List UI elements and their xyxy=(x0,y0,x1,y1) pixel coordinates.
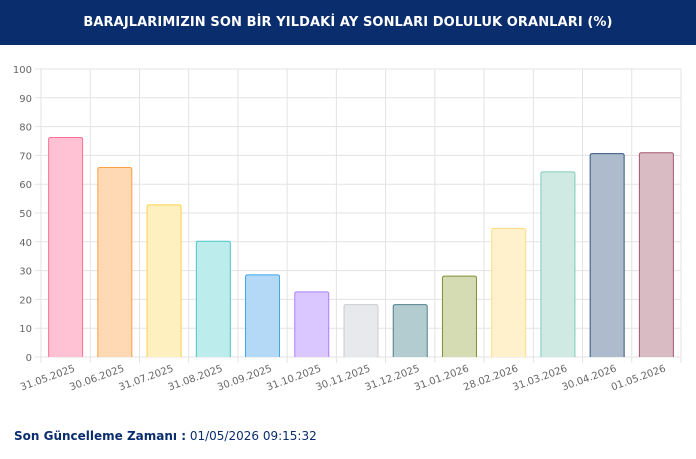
x-tick-label: 30.11.2025 xyxy=(314,363,372,393)
y-tick-label: 100 xyxy=(13,65,32,76)
last-updated: Son Güncelleme Zamanı : 01/05/2026 09:15… xyxy=(14,429,317,443)
bar xyxy=(540,171,576,357)
x-tick-label: 30.06.2025 xyxy=(68,363,126,393)
bar xyxy=(97,166,133,357)
bar xyxy=(195,240,231,357)
bar xyxy=(589,153,625,357)
x-tick-label: 31.07.2025 xyxy=(118,363,176,393)
bar xyxy=(245,274,281,357)
x-tick-label: 31.05.2025 xyxy=(19,363,77,393)
y-tick-label: 10 xyxy=(19,324,32,335)
bar xyxy=(48,137,84,357)
y-tick-label: 0 xyxy=(26,353,32,364)
y-tick-label: 60 xyxy=(19,180,32,191)
bar xyxy=(491,228,527,357)
y-tick-label: 20 xyxy=(19,295,32,306)
x-tick-label: 31.12.2025 xyxy=(364,363,422,393)
y-tick-label: 70 xyxy=(19,151,32,162)
header-banner: BARAJLARIMIZIN SON BİR YILDAKİ AY SONLAR… xyxy=(0,0,696,45)
bar xyxy=(146,204,182,357)
bar xyxy=(392,304,428,357)
x-tick-label: 31.10.2025 xyxy=(265,363,323,393)
x-tick-label: 30.04.2026 xyxy=(561,363,619,393)
chart-area: 0 10 20 30 40 50 60 70 80 90 100 31.05.2025 30.06.20… xyxy=(0,45,696,425)
y-tick-label: 80 xyxy=(19,123,32,134)
x-tick-label: 31.01.2026 xyxy=(413,363,471,393)
x-tick-label: 31.03.2026 xyxy=(511,363,569,393)
y-tick-label: 90 xyxy=(19,94,32,105)
x-tick-label: 31.08.2025 xyxy=(167,363,225,393)
last-updated-label: Son Güncelleme Zamanı : xyxy=(14,429,187,443)
chart-title: BARAJLARIMIZIN SON BİR YILDAKİ AY SONLAR… xyxy=(83,15,613,30)
x-tick-label: 28.02.2026 xyxy=(462,363,520,393)
x-tick-label: 01.05.2026 xyxy=(610,363,668,393)
bar xyxy=(638,152,674,357)
bar xyxy=(343,304,379,357)
y-tick-label: 30 xyxy=(19,267,32,278)
bar xyxy=(441,275,477,357)
bar xyxy=(294,291,330,357)
x-tick-label: 30.09.2025 xyxy=(216,363,274,393)
last-updated-value: 01/05/2026 09:15:32 xyxy=(189,429,317,443)
y-tick-label: 40 xyxy=(19,238,32,249)
bar-chart: 0 10 20 30 40 50 60 70 80 90 100 31.05.202530.06.20… xyxy=(13,65,682,393)
y-tick-label: 50 xyxy=(19,209,32,220)
